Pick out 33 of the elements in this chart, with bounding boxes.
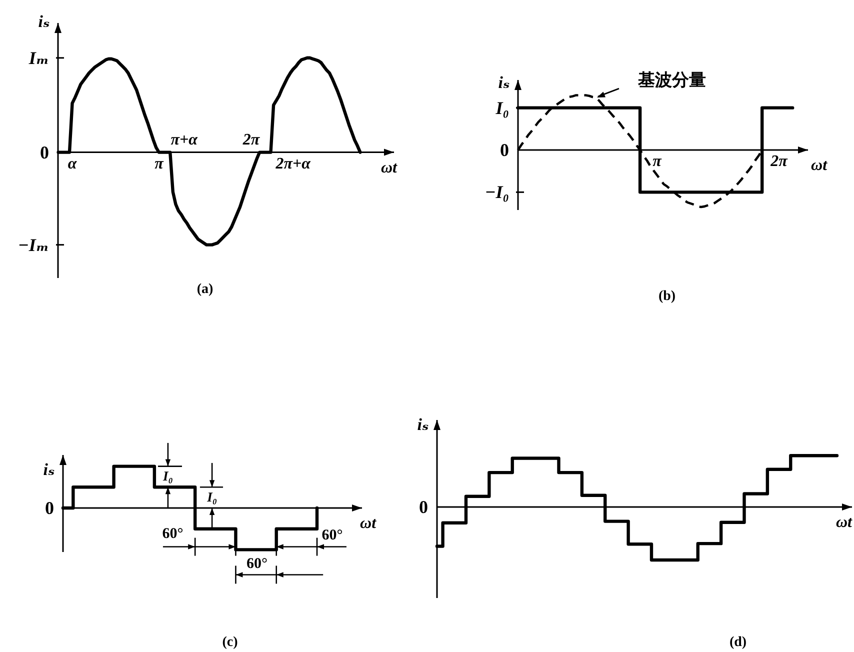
- x-tick-label: α: [68, 155, 78, 172]
- x-tick-label: 2π: [242, 131, 261, 148]
- text: 0: [45, 498, 54, 518]
- annotation: 60°: [322, 527, 343, 544]
- text: (c): [222, 635, 238, 650]
- x-tick-label: π+α: [170, 131, 199, 148]
- x-tick-label: 2π: [770, 153, 789, 170]
- x-axis-title: ωt: [836, 514, 853, 531]
- text: 0: [419, 497, 428, 517]
- text: Iₘ: [28, 48, 49, 68]
- y-axis-title: iₛ: [38, 12, 50, 31]
- text: (d): [729, 635, 747, 650]
- y-axis-title: iₛ: [498, 73, 510, 92]
- text: 基波分量: [636, 70, 706, 91]
- x-tick-label: π: [154, 155, 165, 172]
- annotation: I₀: [162, 468, 174, 484]
- x-tick-label: 2π+α: [274, 155, 312, 172]
- text: 60°: [246, 556, 268, 572]
- text: (a): [196, 282, 214, 297]
- text: I₀: [494, 98, 509, 118]
- text: (b): [658, 289, 676, 304]
- text: −I₀: [484, 182, 509, 202]
- annotation: I₀: [206, 490, 218, 505]
- text: 0: [500, 140, 509, 160]
- x-axis-title: ωt: [380, 159, 398, 176]
- annotation: 60°: [162, 526, 184, 542]
- text: −Iₘ: [18, 234, 49, 255]
- y-axis-title: iₛ: [417, 415, 430, 434]
- x-axis-title: ωt: [360, 515, 377, 532]
- text: 0: [40, 142, 49, 162]
- x-tick-label: π: [652, 153, 663, 170]
- y-axis-title: iₛ: [43, 460, 56, 479]
- x-axis-title: ωt: [811, 157, 828, 174]
